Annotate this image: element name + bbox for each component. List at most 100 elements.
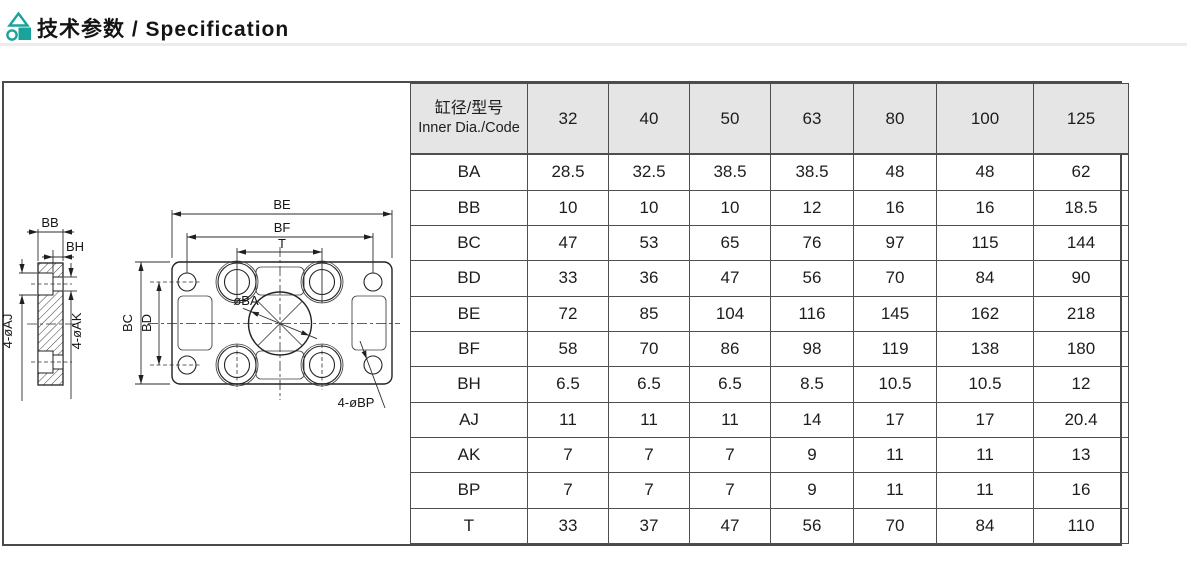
spec-cell: 218 — [1033, 295, 1129, 332]
table-row: AJ 11 11 11 14 17 17 20.4 — [410, 401, 1129, 438]
spec-cell: 17 — [936, 401, 1034, 438]
spec-cell: 72 — [527, 295, 609, 332]
table-row: BA 28.5 32.5 38.5 38.5 48 48 62 — [410, 153, 1129, 191]
spec-cell: 84 — [936, 507, 1034, 545]
table-row: BE 72 85 104 116 145 162 218 — [410, 295, 1129, 332]
spec-cell: 16 — [936, 189, 1034, 227]
spec-cell: 70 — [853, 260, 937, 297]
spec-cell: 11 — [936, 436, 1034, 474]
col-header-50: 50 — [689, 83, 771, 155]
spec-cell: 97 — [853, 224, 937, 262]
row-label-BB: BB — [410, 189, 528, 227]
page-title: 技术参数 / Specification — [37, 18, 290, 41]
spec-cell: 47 — [527, 224, 609, 262]
spec-cell: 10 — [608, 189, 690, 227]
spec-table: 缸径/型号 Inner Dia./Code 32 40 50 63 80 100 125 B… — [410, 83, 1129, 545]
spec-cell: 119 — [853, 330, 937, 368]
row-label-AK: AK — [410, 436, 528, 474]
row-label-BP: BP — [410, 472, 528, 509]
spec-cell: 8.5 — [770, 366, 854, 403]
spec-cell: 48 — [853, 153, 937, 191]
spec-cell: 6.5 — [608, 366, 690, 403]
title-divider — [0, 43, 1187, 46]
spec-cell: 47 — [689, 507, 771, 545]
page-header: 技术参数 / Specification — [0, 0, 1187, 43]
spec-table-body: BA 28.5 32.5 38.5 38.5 48 48 62 BB 10 10 10 12 16 16 18… — [410, 153, 1129, 545]
spec-cell: 18.5 — [1033, 189, 1129, 227]
spec-cell: 48 — [936, 153, 1034, 191]
spec-cell: 7 — [527, 472, 609, 509]
col-header-32: 32 — [527, 83, 609, 155]
spec-cell: 11 — [936, 472, 1034, 509]
spec-cell: 14 — [770, 401, 854, 438]
spec-cell: 110 — [1033, 507, 1129, 545]
row-label-BH: BH — [410, 366, 528, 403]
spec-cell: 33 — [527, 507, 609, 545]
spec-cell: 10.5 — [936, 366, 1034, 403]
spec-cell: 10 — [689, 189, 771, 227]
spec-cell: 116 — [770, 295, 854, 332]
spec-cell: 90 — [1033, 260, 1129, 297]
spec-cell: 144 — [1033, 224, 1129, 262]
row-label-BF: BF — [410, 330, 528, 368]
col-header-63: 63 — [770, 83, 854, 155]
spec-cell: 9 — [770, 436, 854, 474]
spec-cell: 37 — [608, 507, 690, 545]
header-label-cn: 缸径/型号 — [434, 99, 504, 117]
spec-cell: 138 — [936, 330, 1034, 368]
spec-cell: 12 — [770, 189, 854, 227]
spec-cell: 11 — [689, 401, 771, 438]
spec-cell: 76 — [770, 224, 854, 262]
spec-cell: 11 — [853, 436, 937, 474]
table-row: BH 6.5 6.5 6.5 8.5 10.5 10.5 12 — [410, 366, 1129, 403]
spec-cell: 16 — [853, 189, 937, 227]
spec-cell: 36 — [608, 260, 690, 297]
spec-cell: 11 — [527, 401, 609, 438]
spec-cell: 11 — [608, 401, 690, 438]
spec-cell: 70 — [608, 330, 690, 368]
spec-cell: 20.4 — [1033, 401, 1129, 438]
spec-cell: 7 — [689, 436, 771, 474]
spec-cell: 56 — [770, 260, 854, 297]
table-row: AK 7 7 7 9 11 11 13 — [410, 436, 1129, 474]
spec-cell: 53 — [608, 224, 690, 262]
spec-cell: 62 — [1033, 153, 1129, 191]
spec-cell: 162 — [936, 295, 1034, 332]
col-header-40: 40 — [608, 83, 690, 155]
row-label-T: T — [410, 507, 528, 545]
spec-cell: 104 — [689, 295, 771, 332]
spec-cell: 16 — [1033, 472, 1129, 509]
spec-cell: 98 — [770, 330, 854, 368]
spec-cell: 180 — [1033, 330, 1129, 368]
spec-cell: 10 — [527, 189, 609, 227]
col-header-dia-code: 缸径/型号 Inner Dia./Code — [410, 83, 528, 155]
spec-cell: 86 — [689, 330, 771, 368]
table-row: BP 7 7 7 9 11 11 16 — [410, 472, 1129, 509]
spec-cell: 17 — [853, 401, 937, 438]
spec-cell: 7 — [608, 472, 690, 509]
spec-cell: 6.5 — [689, 366, 771, 403]
spec-cell: 7 — [689, 472, 771, 509]
row-label-BA: BA — [410, 153, 528, 191]
spec-cell: 33 — [527, 260, 609, 297]
table-row: BB 10 10 10 12 16 16 18.5 — [410, 189, 1129, 227]
spec-cell: 7 — [608, 436, 690, 474]
row-label-BC: BC — [410, 224, 528, 262]
spec-cell: 12 — [1033, 366, 1129, 403]
row-label-BE: BE — [410, 295, 528, 332]
spec-cell: 38.5 — [770, 153, 854, 191]
col-header-80: 80 — [853, 83, 937, 155]
header-label-en: Inner Dia./Code — [418, 120, 520, 137]
brand-shapes-icon — [6, 12, 31, 41]
row-label-AJ: AJ — [410, 401, 528, 438]
spec-cell: 65 — [689, 224, 771, 262]
spec-cell: 7 — [527, 436, 609, 474]
spec-cell: 84 — [936, 260, 1034, 297]
spec-cell: 38.5 — [689, 153, 771, 191]
content-box: 缸径/型号 Inner Dia./Code 32 40 50 63 80 100 125 B… — [2, 81, 1129, 546]
spec-cell: 145 — [853, 295, 937, 332]
table-header-row: 缸径/型号 Inner Dia./Code 32 40 50 63 80 100 125 — [410, 83, 1129, 155]
row-label-BD: BD — [410, 260, 528, 297]
table-row: BD 33 36 47 56 70 84 90 — [410, 260, 1129, 297]
